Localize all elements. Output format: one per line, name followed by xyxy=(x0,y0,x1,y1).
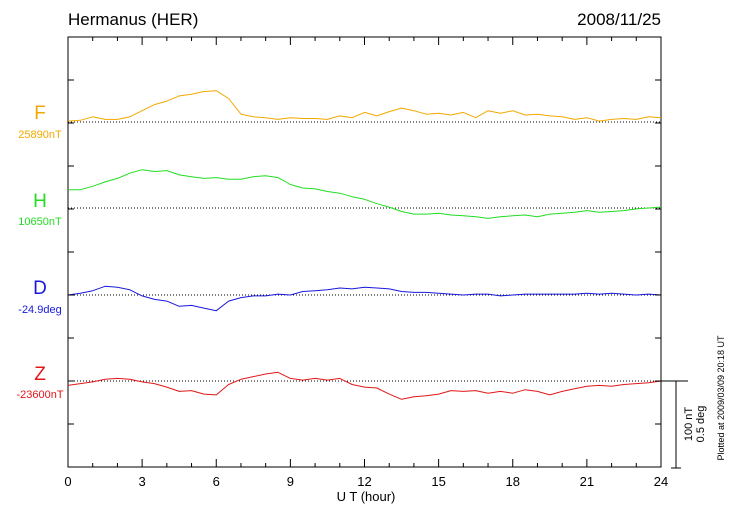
series-line-z xyxy=(67,371,662,400)
plot-border xyxy=(67,36,662,468)
x-tick-label: 6 xyxy=(213,474,220,489)
x-tick-label: 12 xyxy=(357,474,371,489)
series-label-d: D xyxy=(33,278,47,299)
series-label-z: Z xyxy=(34,364,46,385)
x-tick-label: 21 xyxy=(580,474,594,489)
series-line-f xyxy=(67,90,662,122)
baseline-label-z: -23600nT xyxy=(16,389,64,401)
plot-frame xyxy=(67,36,662,468)
axis-ticks: 0 3 6 9 12 15 18 21 24 xyxy=(64,37,668,489)
station-title: Hermanus (HER) xyxy=(68,10,199,29)
series-label-h: H xyxy=(33,191,47,212)
x-tick-label: 3 xyxy=(139,474,146,489)
scale-bar xyxy=(661,380,688,469)
x-tick-label: 0 xyxy=(64,474,71,489)
baseline-label-h: 10650nT xyxy=(18,216,62,228)
x-tick-label: 18 xyxy=(506,474,520,489)
series-line-h xyxy=(68,169,662,219)
series-label-f: F xyxy=(34,103,46,124)
series-line-d xyxy=(67,285,662,312)
x-tick-label: 24 xyxy=(654,474,668,489)
baseline-grid xyxy=(68,121,661,382)
baseline-label-f: 25890nT xyxy=(18,129,62,141)
scale-label-deg: 0.5 deg xyxy=(695,406,707,443)
plot-timestamp-note: Plotted at 2009/03/09 20:18 UT xyxy=(716,335,726,461)
x-tick-label: 15 xyxy=(431,474,445,489)
scale-label-nt: 100 nT xyxy=(683,407,695,442)
x-axis-label: U T (hour) xyxy=(337,489,396,504)
baseline-label-d: -24.9deg xyxy=(18,304,62,316)
series-lines xyxy=(67,90,662,400)
x-tick-label: 9 xyxy=(287,474,294,489)
date-title: 2008/11/25 xyxy=(577,10,661,29)
